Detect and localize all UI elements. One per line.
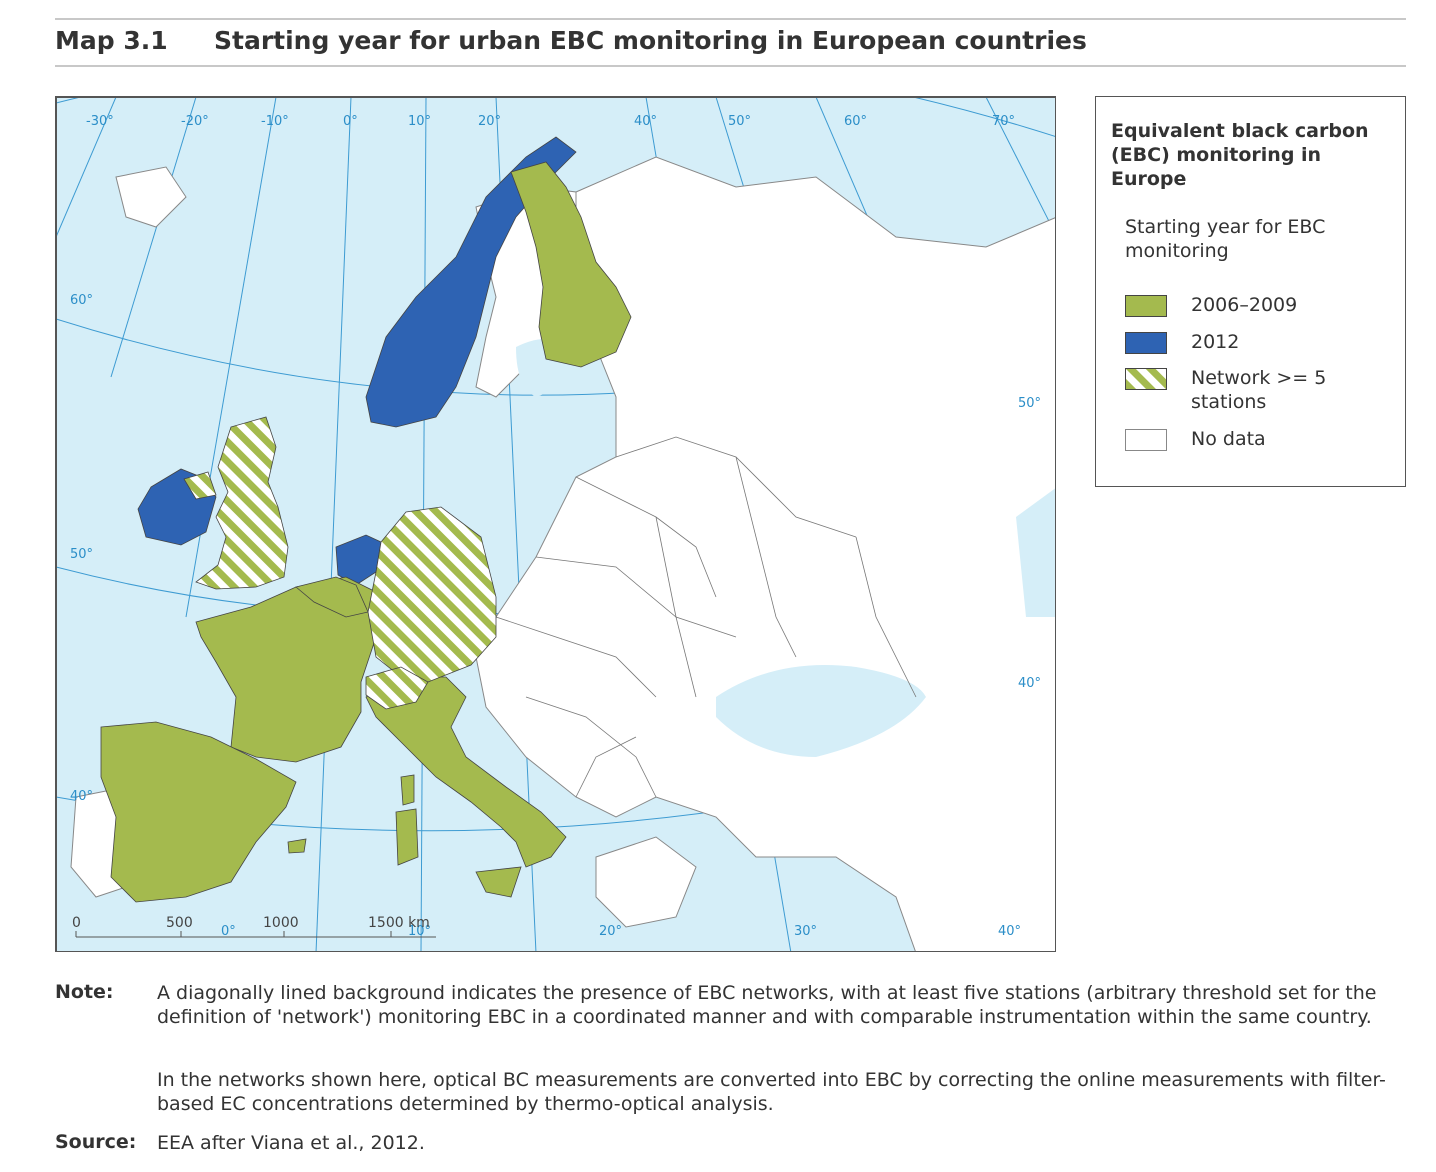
northern-ireland-shape	[183, 471, 217, 500]
legend-swatch-green	[1125, 295, 1167, 317]
lat-label: 50°	[70, 547, 93, 562]
scale-tick-label: 1500 km	[368, 915, 430, 931]
page-title: Starting year for urban EBC monitoring i…	[214, 26, 1087, 55]
legend-swatch-blue	[1125, 332, 1167, 354]
countries-2006-2009	[100, 161, 632, 903]
sicily-shape	[475, 866, 522, 898]
lon-label: 10°	[408, 924, 431, 939]
lon-label: -30°	[86, 114, 114, 129]
lat-label: 40°	[70, 789, 93, 804]
lon-label: 70°	[992, 114, 1015, 129]
finland-shape	[510, 161, 632, 368]
map-number: Map 3.1	[55, 26, 168, 55]
scale-bar: 0 500 1000 1500 km	[72, 915, 436, 938]
spain-shape	[100, 721, 297, 903]
longitude-labels-top: -30° -20° -10° 0° 10° 20° 40° 50° 60° 70…	[86, 114, 1015, 129]
note-paragraph: A diagonally lined background indicates …	[157, 982, 1377, 1028]
lon-label: 50°	[728, 114, 751, 129]
lon-label: 60°	[844, 114, 867, 129]
country-borders	[495, 436, 917, 798]
longitude-labels-bottom: 0° 10° 20° 30° 40°	[221, 924, 1021, 939]
switzerland-shape	[365, 666, 429, 710]
latitude-labels: 60° 50° 40° 50° 40°	[70, 293, 1041, 804]
uk-shape	[195, 416, 289, 590]
scale-tick-label: 500	[166, 915, 193, 931]
germany-shape	[367, 506, 497, 683]
source-label: Source:	[55, 1131, 137, 1153]
lon-label: 0°	[343, 114, 358, 129]
balearic-shape	[287, 838, 307, 854]
lon-label: 10°	[408, 114, 431, 129]
corsica-shape	[400, 774, 415, 806]
legend-label: 2006–2009	[1191, 294, 1298, 316]
scale-tick-label: 0	[72, 915, 81, 931]
source-text: EEA after Viana et al., 2012.	[157, 1132, 425, 1154]
italy-shape	[365, 676, 567, 868]
header-rule-bottom	[55, 65, 1406, 67]
map-canvas: -30° -20° -10° 0° 10° 20° 40° 50° 60° 70…	[56, 97, 1055, 951]
europe-map: -30° -20° -10° 0° 10° 20° 40° 50° 60° 70…	[55, 96, 1056, 952]
lon-label: 20°	[599, 924, 622, 939]
lon-label: 0°	[221, 924, 236, 939]
legend-swatch-white	[1125, 429, 1167, 451]
legend-subtitle: Starting year for EBC monitoring	[1125, 216, 1326, 262]
map-legend: Equivalent black carbon (EBC) monitoring…	[1095, 96, 1406, 487]
lon-label: -10°	[261, 114, 289, 129]
lon-label: 20°	[478, 114, 501, 129]
legend-label: No data	[1191, 428, 1266, 450]
legend-swatch-hatched	[1125, 368, 1167, 390]
legend-label: Network >= 5 stations	[1191, 367, 1327, 413]
lon-label: 40°	[998, 924, 1021, 939]
lat-label: 50°	[1018, 396, 1041, 411]
lon-label: 40°	[634, 114, 657, 129]
lat-label: 60°	[70, 293, 93, 308]
legend-title: Equivalent black carbon (EBC) monitoring…	[1111, 120, 1369, 190]
countries-network	[183, 416, 497, 710]
lon-label: -20°	[181, 114, 209, 129]
lat-label: 40°	[1018, 676, 1041, 691]
legend-label: 2012	[1191, 331, 1240, 353]
note-label: Note:	[55, 981, 114, 1003]
sardinia-shape	[395, 808, 419, 866]
lon-label: 30°	[794, 924, 817, 939]
header-rule-top	[55, 18, 1406, 20]
note-paragraph: In the networks shown here, optical BC m…	[157, 1069, 1386, 1115]
scale-tick-label: 1000	[263, 915, 299, 931]
